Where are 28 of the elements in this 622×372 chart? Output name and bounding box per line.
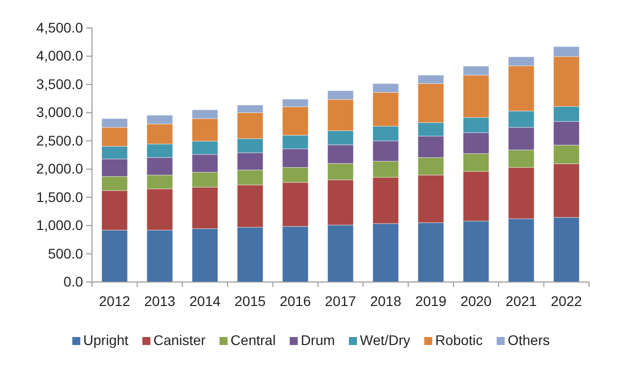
legend-label: Canister — [153, 332, 206, 348]
x-tick-label: 2021 — [506, 293, 538, 309]
y-tick-label: 2,000.0 — [36, 160, 84, 177]
legend-label: Robotic — [435, 332, 483, 348]
x-tick-label: 2012 — [99, 293, 130, 309]
y-tick-label: 1,000.0 — [36, 217, 84, 234]
x-tick-label: 2020 — [460, 293, 492, 309]
x-tick-label: 2018 — [370, 293, 402, 309]
y-tick-label: 4,500.0 — [36, 19, 84, 36]
y-tick-label: 1,500.0 — [36, 188, 84, 205]
legend-label: Drum — [300, 332, 335, 348]
legend-label: Upright — [83, 332, 129, 348]
y-tick-label: 3,500.0 — [36, 76, 84, 92]
x-tick-label: 2015 — [234, 293, 266, 309]
x-tick-label: 2019 — [415, 293, 447, 309]
y-tick-label: 2,500.0 — [36, 132, 84, 148]
legend-label: Others — [508, 332, 550, 348]
legend-label: Central — [230, 332, 276, 348]
legend-label: Wet/Dry — [360, 332, 410, 348]
y-tick-label: 3,000.0 — [36, 104, 84, 120]
y-tick-label: 4,000.0 — [36, 48, 84, 64]
x-tick-label: 2022 — [550, 293, 582, 309]
x-tick-label: 2016 — [280, 293, 312, 309]
y-tick-label: 500.0 — [48, 245, 84, 262]
y-tick-label: 0.0 — [64, 273, 84, 290]
x-tick-label: 2017 — [324, 293, 356, 309]
x-tick-label: 2014 — [189, 293, 221, 309]
x-tick-label: 2013 — [144, 293, 176, 309]
